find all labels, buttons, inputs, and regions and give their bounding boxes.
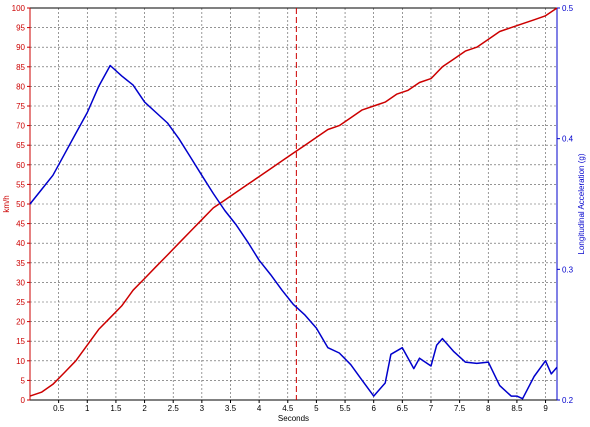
x-axis-ticks: 0.5 1 1.5 2 2.5 3 3.5 4 4.5 5 5.5 6 6.5 7 7.5 8 8.5 9 — [53, 400, 548, 413]
y-left-tick-label-8: 40 — [16, 239, 25, 248]
x-tick-label-13: 7 — [429, 404, 434, 413]
x-tick-label-9: 5 — [314, 404, 319, 413]
x-tick-label-16: 8.5 — [511, 404, 523, 413]
y-left-tick-label-19: 95 — [16, 24, 25, 33]
y-left-tick-label-2: 10 — [16, 357, 25, 366]
y-left-tick-label-1: 5 — [21, 376, 26, 385]
y-right-tick-label-3: 0.5 — [562, 4, 574, 13]
y-left-tick-label-13: 65 — [16, 141, 25, 150]
x-tick-label-6: 3.5 — [225, 404, 237, 413]
y-right-tick-label-0: 0.2 — [562, 396, 574, 405]
x-tick-label-12: 6.5 — [397, 404, 409, 413]
y-right-axis-title: Longitudinal Acceleration (g) — [577, 153, 586, 254]
y-left-tick-label-12: 60 — [16, 161, 25, 170]
x-tick-label-2: 1.5 — [110, 404, 122, 413]
x-tick-label-10: 5.5 — [339, 404, 351, 413]
x-tick-label-8: 4.5 — [282, 404, 294, 413]
x-axis-title: Seconds — [278, 414, 309, 423]
y-left-tick-label-7: 35 — [16, 259, 25, 268]
x-tick-label-4: 2.5 — [168, 404, 180, 413]
y-left-tick-label-17: 85 — [16, 63, 25, 72]
y-left-axis-ticks: 0 5 10 15 20 25 30 35 40 45 50 55 60 65 70 75 80 85 90 95 10… — [12, 4, 30, 405]
x-tick-label-14: 7.5 — [454, 404, 466, 413]
y-left-tick-label-18: 90 — [16, 43, 25, 52]
acceleration-series-line — [29, 64, 558, 400]
x-tick-label-0: 0.5 — [53, 404, 65, 413]
x-tick-label-3: 2 — [142, 404, 147, 413]
y-left-tick-label-14: 70 — [16, 122, 25, 131]
series-layer — [29, 7, 558, 400]
y-left-tick-label-20: 100 — [12, 4, 26, 13]
y-left-tick-label-6: 30 — [16, 278, 25, 287]
y-left-tick-label-4: 20 — [16, 318, 25, 327]
speed-series-line — [29, 7, 558, 397]
y-left-tick-label-10: 50 — [16, 200, 25, 209]
y-left-tick-label-3: 15 — [16, 337, 25, 346]
x-tick-label-1: 1 — [85, 404, 90, 413]
y-left-tick-label-16: 80 — [16, 82, 25, 91]
y-right-tick-label-2: 0.4 — [562, 135, 574, 144]
y-left-tick-label-15: 75 — [16, 102, 25, 111]
x-tick-label-5: 3 — [200, 404, 205, 413]
x-tick-label-7: 4 — [257, 404, 262, 413]
y-right-tick-label-1: 0.3 — [562, 265, 574, 274]
y-left-tick-label-0: 0 — [21, 396, 26, 405]
x-tick-label-11: 6 — [371, 404, 376, 413]
y-left-tick-label-11: 55 — [16, 180, 25, 189]
grid — [30, 8, 557, 400]
y-left-axis-title: km/h — [2, 195, 11, 212]
x-tick-label-17: 9 — [543, 404, 548, 413]
y-left-tick-label-5: 25 — [16, 298, 25, 307]
y-left-tick-label-9: 45 — [16, 220, 25, 229]
y-right-axis-ticks: 0.2 0.3 0.4 0.5 — [557, 4, 574, 405]
x-tick-label-15: 8 — [486, 404, 491, 413]
